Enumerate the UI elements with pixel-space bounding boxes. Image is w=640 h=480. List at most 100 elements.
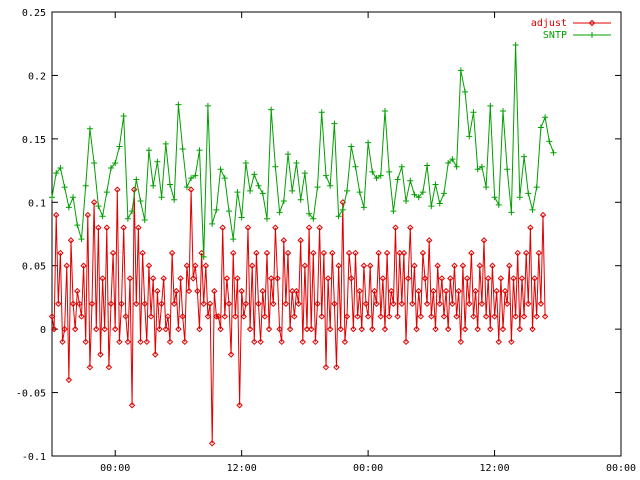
data-point: [482, 313, 490, 320]
data-point: [86, 363, 94, 371]
data-point: [272, 163, 279, 170]
data-point: [141, 300, 148, 307]
data-point: [137, 338, 144, 346]
data-point: [303, 325, 311, 333]
data-point: [285, 151, 292, 158]
data-point: [280, 198, 287, 205]
data-point: [364, 313, 372, 320]
data-point: [533, 184, 540, 191]
data-point: [152, 351, 159, 358]
data-point: [423, 300, 431, 307]
data-point: [255, 300, 262, 307]
data-point: [390, 208, 397, 215]
data-point: [491, 194, 498, 201]
data-point: [512, 41, 519, 48]
data-point: [99, 275, 106, 282]
data-point: [122, 313, 129, 320]
data-point: [188, 175, 195, 182]
data-point: [369, 325, 376, 333]
data-point: [173, 287, 180, 295]
data-point: [327, 182, 334, 189]
data-point: [398, 300, 406, 307]
data-point: [478, 300, 486, 307]
data-point: [402, 338, 410, 346]
data-point: [65, 204, 72, 211]
data-point: [177, 275, 184, 282]
data-point: [147, 313, 155, 320]
data-point: [59, 338, 66, 346]
data-point: [468, 249, 475, 257]
data-point: [506, 262, 513, 269]
data-point: [187, 186, 195, 193]
data-point: [407, 224, 414, 231]
data-point: [133, 176, 140, 183]
data-point: [128, 402, 136, 409]
data-point: [436, 300, 443, 307]
data-point: [95, 224, 102, 231]
data-point: [529, 325, 536, 333]
data-point: [120, 224, 127, 231]
data-point: [168, 249, 176, 257]
y-tick-label: 0: [40, 325, 46, 336]
data-point: [377, 313, 384, 320]
data-point: [449, 156, 456, 163]
data-point: [70, 194, 77, 201]
data-point: [305, 224, 313, 231]
data-point: [385, 313, 393, 320]
data-point: [470, 313, 477, 320]
data-point: [510, 275, 517, 282]
data-point: [129, 208, 136, 215]
data-point: [221, 313, 229, 320]
data-point: [438, 275, 446, 282]
data-point: [78, 236, 85, 243]
data-point: [74, 222, 81, 229]
data-point: [213, 313, 220, 320]
data-point: [444, 325, 452, 333]
data-point: [185, 287, 193, 295]
data-point: [392, 224, 399, 231]
data-point: [82, 338, 89, 346]
data-point: [189, 275, 197, 282]
data-point: [396, 249, 403, 257]
data-point: [527, 224, 534, 231]
data-point: [167, 181, 174, 188]
data-point: [48, 313, 56, 320]
data-point: [80, 262, 87, 269]
data-point: [109, 249, 117, 257]
data-point: [417, 313, 425, 320]
data-point: [124, 215, 131, 222]
legend-marker: [589, 32, 595, 38]
data-point: [238, 287, 245, 295]
data-point: [116, 338, 123, 346]
data-point: [154, 158, 161, 165]
data-point: [365, 139, 372, 146]
data-point: [525, 190, 532, 197]
x-tick-label: 12:00: [480, 463, 510, 474]
data-point: [345, 249, 353, 257]
data-point: [57, 249, 64, 257]
data-point: [522, 249, 530, 257]
data-point: [451, 262, 458, 269]
data-point: [120, 113, 127, 120]
data-point: [381, 107, 388, 114]
data-point: [143, 338, 151, 346]
data-point: [440, 190, 447, 197]
data-point: [360, 262, 368, 269]
data-point: [183, 262, 191, 269]
data-point: [124, 338, 132, 346]
legend-marker: [588, 19, 596, 27]
data-point: [512, 313, 519, 320]
data-point: [514, 249, 521, 257]
data-point: [508, 338, 515, 346]
data-point: [542, 114, 549, 121]
data-point: [508, 209, 515, 216]
data-point: [520, 313, 528, 320]
data-point: [447, 275, 454, 282]
data-point: [453, 313, 460, 320]
data-point: [466, 133, 473, 140]
data-point: [139, 249, 146, 257]
data-point: [497, 275, 505, 282]
data-point: [386, 168, 393, 175]
data-point: [145, 262, 153, 269]
